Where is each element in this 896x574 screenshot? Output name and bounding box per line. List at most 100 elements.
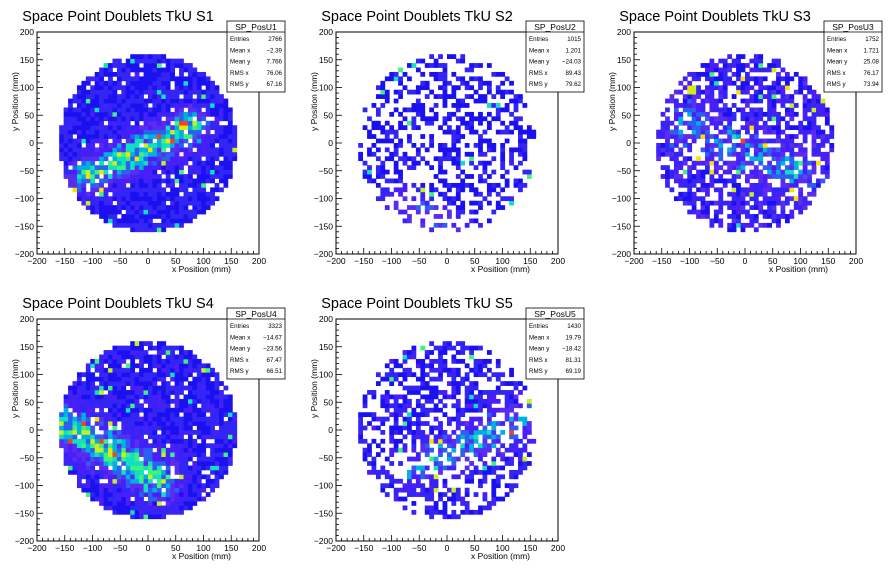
heatmap-bin: [170, 421, 175, 426]
heatmap-bin: [112, 165, 118, 170]
heatmap-bin: [170, 456, 175, 462]
heatmap-bin: [473, 367, 479, 373]
heatmap-bin: [165, 111, 171, 117]
heatmap-bin: [402, 425, 408, 431]
heatmap-bin: [389, 376, 395, 382]
heatmap-bin: [731, 94, 737, 99]
heatmap-bin: [455, 196, 461, 202]
heatmap-bin: [63, 125, 69, 131]
heatmap-bin: [219, 421, 224, 426]
heatmap-bin: [816, 143, 821, 148]
heatmap-bin: [491, 487, 497, 493]
heatmap-bin: [411, 103, 417, 108]
heatmap-bin: [103, 98, 109, 104]
heatmap-bin: [152, 143, 158, 148]
heatmap-bin: [143, 478, 149, 484]
heatmap-bin: [72, 98, 78, 104]
heatmap-bin: [464, 421, 470, 426]
heatmap-bin: [223, 443, 229, 449]
heatmap-bin: [179, 478, 184, 484]
heatmap-bin: [420, 447, 426, 453]
heatmap-bin: [504, 461, 510, 466]
heatmap-bin: [148, 147, 153, 153]
heatmap-bin: [116, 98, 122, 104]
heatmap-bin: [673, 103, 679, 108]
heatmap-bin: [691, 120, 697, 126]
heatmap-bin: [143, 514, 149, 520]
heatmap-bin: [420, 372, 426, 378]
heatmap-bin: [165, 222, 171, 228]
heatmap-bin: [143, 120, 149, 126]
heatmap-bin: [771, 169, 777, 175]
heatmap-bin: [183, 469, 189, 475]
heatmap-bin: [139, 465, 144, 471]
stats-row-value: 7.766: [267, 59, 283, 66]
heatmap-bin: [789, 160, 795, 166]
heatmap-bin: [201, 363, 207, 369]
heatmap-bin: [183, 98, 189, 104]
heatmap-bin: [398, 438, 403, 444]
heatmap-bin: [183, 412, 189, 418]
heatmap-bin: [464, 447, 470, 453]
heatmap-bin: [495, 474, 501, 480]
heatmap-bin: [165, 151, 171, 157]
heatmap-bin: [811, 120, 817, 126]
x-tick-label: 50: [171, 543, 181, 553]
heatmap-bin: [205, 205, 211, 210]
heatmap-bin: [99, 89, 104, 95]
heatmap-bin: [112, 111, 118, 117]
heatmap-bin: [780, 143, 786, 148]
heatmap-bin: [170, 438, 175, 444]
heatmap-bin: [816, 107, 821, 113]
heatmap-bin: [798, 143, 804, 148]
heatmap-bin: [179, 129, 184, 135]
heatmap-bin: [210, 412, 215, 418]
heatmap-bin: [76, 98, 82, 104]
heatmap-bin: [103, 438, 109, 444]
heatmap-bin: [108, 151, 113, 157]
heatmap-bin: [415, 58, 421, 64]
heatmap-bin: [187, 478, 193, 484]
heatmap-bin: [205, 98, 211, 104]
heatmap-bin: [486, 120, 492, 126]
heatmap-bin: [438, 496, 443, 502]
heatmap-bin: [90, 398, 96, 404]
heatmap-bin: [820, 138, 826, 144]
heatmap-bin: [727, 178, 733, 184]
heatmap-bin: [108, 372, 113, 378]
heatmap-bin: [121, 461, 127, 466]
heatmap-bin: [411, 447, 417, 453]
heatmap-bin: [94, 111, 100, 117]
heatmap-bin: [192, 390, 198, 395]
heatmap-bin: [709, 107, 715, 113]
heatmap-bin: [691, 125, 697, 131]
heatmap-bin: [753, 227, 759, 233]
heatmap-bin: [125, 71, 131, 77]
heatmap-bin: [187, 358, 193, 364]
heatmap-bin: [451, 85, 457, 91]
heatmap-bin: [451, 385, 457, 391]
heatmap-bin: [767, 94, 772, 99]
heatmap-bin: [121, 85, 127, 91]
heatmap-bin: [375, 474, 381, 480]
heatmap-bin: [76, 89, 82, 95]
heatmap-bin: [447, 496, 452, 502]
heatmap-bin: [691, 98, 697, 104]
heatmap-bin: [753, 129, 759, 135]
heatmap-bin: [99, 94, 104, 99]
heatmap-bin: [424, 398, 430, 404]
y-tick-label: 50: [622, 110, 632, 120]
heatmap-bin: [687, 103, 693, 108]
heatmap-bin: [99, 165, 104, 170]
heatmap-bin: [486, 398, 492, 404]
heatmap-bin: [183, 178, 189, 184]
heatmap-bin: [491, 465, 497, 471]
heatmap-bin: [429, 385, 435, 391]
heatmap-bin: [762, 67, 768, 73]
heatmap-bin: [152, 214, 158, 219]
heatmap-bin: [709, 63, 715, 68]
heatmap-bin: [482, 196, 488, 202]
heatmap-bin: [358, 421, 363, 426]
heatmap-bin: [802, 205, 808, 210]
heatmap-bin: [103, 107, 109, 113]
